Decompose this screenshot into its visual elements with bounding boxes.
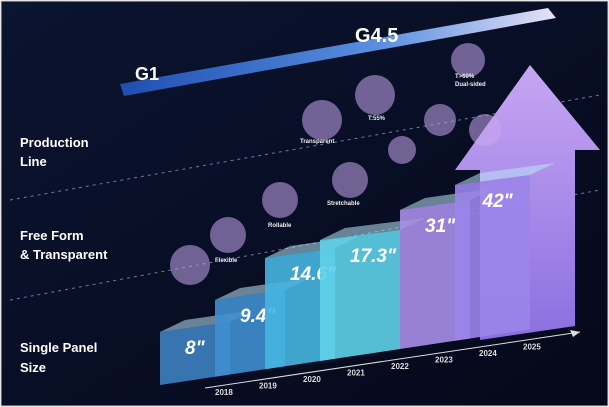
years: 2018 2019 2020 2021 2022 2023 2024 2025 bbox=[215, 343, 541, 398]
product-label: Transparent bbox=[300, 139, 334, 145]
product-label: T:55% bbox=[368, 116, 386, 122]
timeline-head bbox=[570, 330, 580, 337]
gen-end: G4.5 bbox=[355, 25, 398, 47]
step-label: 17.3" bbox=[350, 246, 397, 267]
year-label: 2024 bbox=[479, 349, 497, 358]
step-front bbox=[160, 322, 230, 385]
row-label: Single Panel bbox=[20, 340, 97, 355]
product-circle bbox=[170, 245, 210, 285]
products: Flexible Rollable Transparent Stretchable T:… bbox=[170, 43, 501, 285]
product-circle bbox=[355, 75, 395, 115]
product-circle bbox=[210, 217, 246, 253]
product-circle bbox=[451, 43, 485, 77]
row-label: Line bbox=[20, 154, 47, 169]
step-top bbox=[320, 218, 425, 240]
product-circle bbox=[332, 162, 368, 198]
step-front bbox=[400, 200, 470, 349]
row-labels: Production Line Free Form & Transparent … bbox=[20, 135, 108, 375]
year-label: 2021 bbox=[347, 369, 365, 378]
year-label: 2022 bbox=[391, 362, 409, 371]
gen-start: G1 bbox=[135, 64, 159, 84]
product-label: Flexible bbox=[215, 258, 238, 264]
step-label: 31" bbox=[425, 216, 456, 237]
product-circle bbox=[262, 182, 298, 218]
product-label: Rollable bbox=[268, 223, 292, 229]
step-top bbox=[455, 163, 555, 185]
step-front bbox=[320, 230, 400, 361]
product-circle bbox=[424, 104, 456, 136]
product-label: T>60% bbox=[455, 74, 475, 80]
product-circle bbox=[302, 100, 342, 140]
product-circle bbox=[388, 136, 416, 164]
year-label: 2025 bbox=[523, 343, 541, 352]
product-label: Stretchable bbox=[327, 201, 360, 207]
year-label: 2020 bbox=[303, 375, 321, 384]
step-front bbox=[265, 248, 335, 370]
product-label: Dual-sided bbox=[455, 82, 486, 88]
steps: 8"9.4"14.6"17.3"31"42" bbox=[160, 163, 555, 385]
row-label: Production bbox=[20, 135, 89, 150]
year-label: 2018 bbox=[215, 388, 233, 397]
year-label: 2019 bbox=[259, 382, 277, 391]
step-label: 8" bbox=[185, 338, 206, 359]
product-circle bbox=[469, 114, 501, 146]
step-front bbox=[455, 175, 530, 341]
row-label: Size bbox=[20, 360, 46, 375]
row-label: & Transparent bbox=[20, 247, 108, 262]
step-label: 42" bbox=[482, 191, 514, 212]
year-label: 2023 bbox=[435, 356, 453, 365]
timeline bbox=[204, 331, 581, 389]
row-label: Free Form bbox=[20, 228, 84, 243]
generation-beam bbox=[120, 8, 556, 96]
